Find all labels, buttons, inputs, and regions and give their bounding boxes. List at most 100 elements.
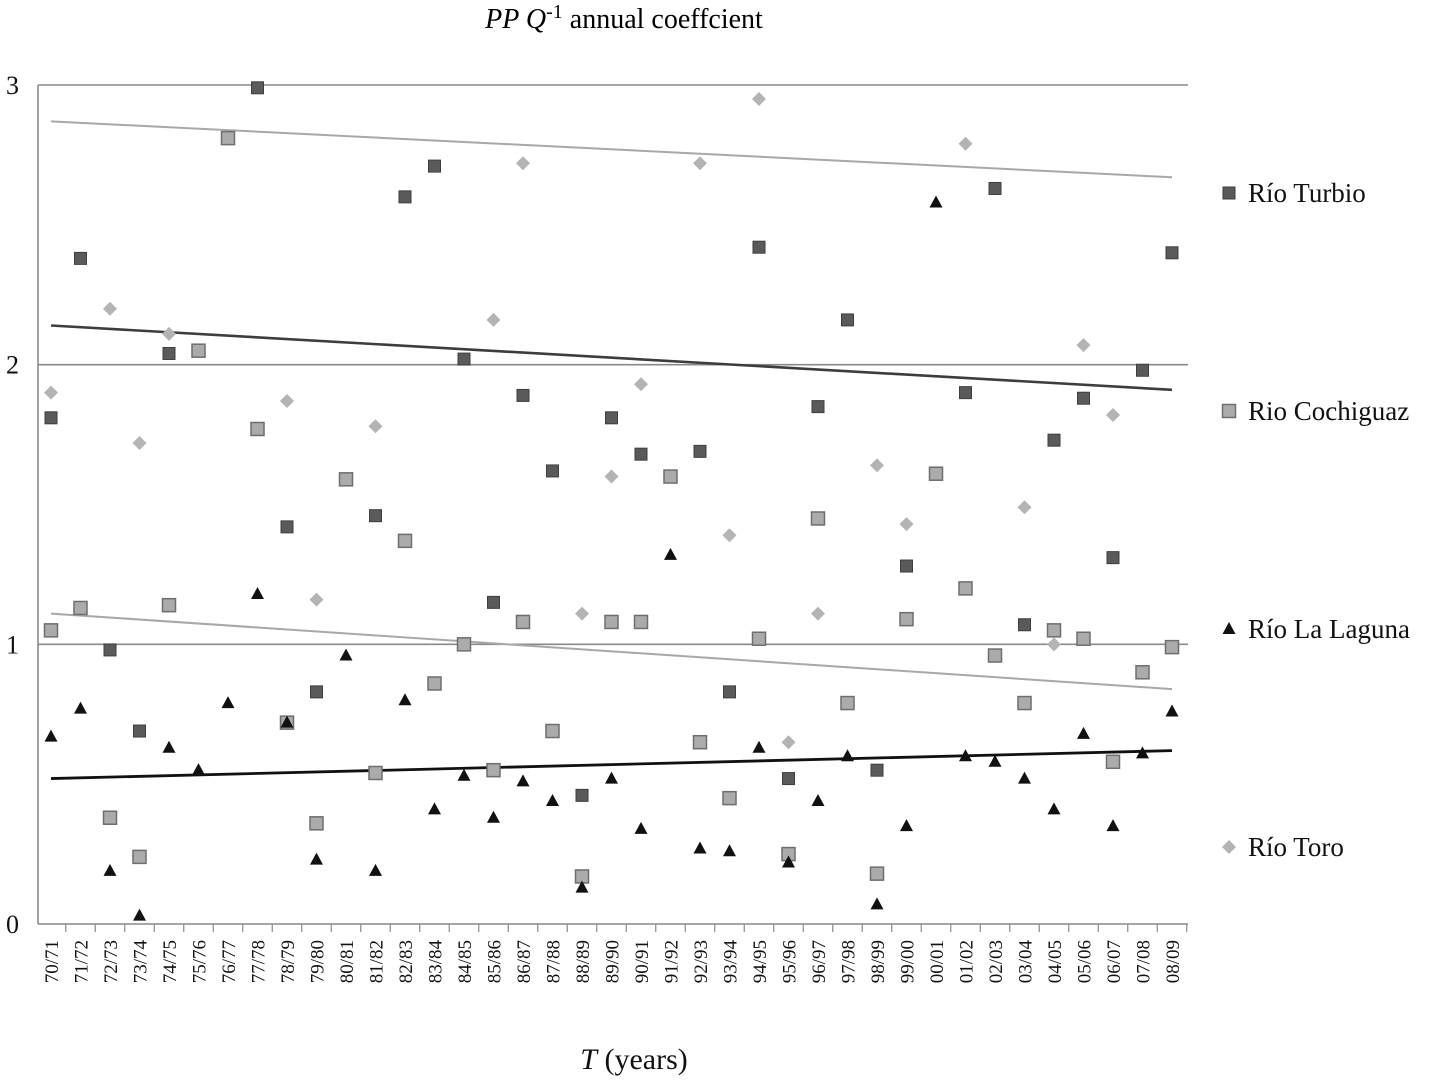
data-point	[220, 130, 236, 146]
data-point	[841, 749, 854, 762]
data-point	[457, 352, 471, 366]
data-point	[221, 696, 235, 709]
data-point	[1076, 338, 1091, 353]
data-point	[486, 312, 501, 327]
data-point	[693, 841, 707, 854]
x-tick-label: 90/91	[632, 940, 653, 983]
x-tick-label: 91/92	[662, 940, 683, 983]
data-point	[545, 723, 560, 739]
data-point	[280, 394, 294, 409]
data-point	[693, 156, 707, 171]
x-tick-label: 78/79	[278, 940, 299, 983]
data-point	[840, 695, 855, 711]
trend-lines	[50, 120, 1173, 780]
legend-marker	[1222, 186, 1236, 200]
data-point	[309, 592, 324, 607]
x-axis-label-var: T	[580, 1043, 599, 1076]
data-point	[398, 693, 412, 706]
x-tick-label: 95/96	[780, 940, 801, 983]
data-point	[663, 469, 678, 484]
data-point	[487, 810, 500, 823]
x-tick-label: 05/06	[1075, 940, 1096, 983]
data-point	[575, 606, 589, 621]
data-point	[1136, 746, 1149, 759]
data-point	[43, 623, 59, 638]
x-tick-label: 07/08	[1134, 940, 1155, 983]
data-point	[605, 771, 618, 784]
data-point	[515, 614, 531, 630]
data-point	[1077, 726, 1090, 739]
x-tick-label: 96/97	[809, 940, 830, 983]
data-point	[870, 458, 884, 473]
data-point	[752, 240, 766, 254]
data-point	[339, 648, 353, 661]
data-point	[1106, 551, 1120, 565]
x-tick-label: 93/94	[721, 940, 742, 984]
legend-marker	[1222, 622, 1236, 634]
data-point	[1105, 754, 1121, 770]
x-tick-label: 01/02	[957, 940, 978, 983]
legend-label: Río Toro	[1248, 832, 1344, 862]
data-point	[44, 411, 58, 425]
data-point	[575, 788, 589, 802]
data-point	[1046, 623, 1062, 638]
trend-line	[50, 749, 1173, 780]
data-point	[74, 251, 87, 265]
x-tick-label: 84/85	[455, 940, 476, 983]
data-point	[634, 447, 648, 461]
data-point	[958, 581, 973, 596]
x-tick-label: 85/86	[485, 940, 506, 983]
data-point	[604, 469, 619, 484]
data-point	[1076, 631, 1091, 646]
data-point	[959, 386, 972, 400]
x-axis-ticks: 70/71 71/72 72/73 73/74 74/75 75/76 76/77 77/78…	[42, 924, 1188, 984]
data-point	[516, 156, 530, 171]
data-point	[368, 419, 383, 434]
data-point	[132, 435, 147, 450]
data-point	[192, 763, 205, 776]
data-point	[191, 343, 206, 358]
data-point	[958, 136, 973, 151]
data-point	[693, 444, 707, 458]
data-point	[133, 724, 146, 738]
data-point	[723, 685, 736, 699]
data-point	[899, 517, 914, 532]
x-tick-label: 06/07	[1104, 940, 1125, 983]
data-point	[633, 614, 649, 630]
data-point	[634, 377, 648, 392]
data-point	[752, 740, 766, 753]
data-point	[310, 852, 323, 865]
x-tick-label: 98/99	[868, 940, 889, 983]
data-point	[1106, 408, 1120, 423]
x-tick-label: 00/01	[927, 940, 948, 983]
data-point	[899, 611, 914, 627]
x-tick-label: 89/90	[603, 940, 624, 983]
data-point	[870, 897, 884, 910]
data-point	[73, 600, 88, 616]
y-tick-label: 1	[6, 630, 19, 659]
data-point	[74, 701, 87, 714]
data-point	[575, 880, 589, 893]
data-point	[722, 790, 737, 806]
data-point	[44, 729, 58, 742]
legend-marker	[1222, 840, 1236, 854]
data-point	[516, 388, 530, 402]
data-point	[841, 313, 854, 327]
gridlines	[37, 84, 1188, 925]
data-point	[102, 810, 118, 825]
data-point	[810, 511, 826, 526]
data-point	[1136, 363, 1149, 377]
x-tick-label: 73/74	[131, 940, 152, 984]
x-axis-label: T (years)	[580, 1043, 687, 1076]
data-point	[428, 802, 441, 815]
data-point	[338, 472, 354, 487]
data-point	[1165, 246, 1179, 260]
data-point	[133, 908, 146, 921]
data-point	[929, 195, 943, 208]
chart-title-var: PP Q	[484, 4, 546, 35]
data-point	[869, 866, 885, 881]
data-point	[1047, 637, 1061, 652]
data-point	[251, 81, 264, 95]
data-point	[369, 863, 382, 876]
data-point	[987, 648, 1003, 663]
